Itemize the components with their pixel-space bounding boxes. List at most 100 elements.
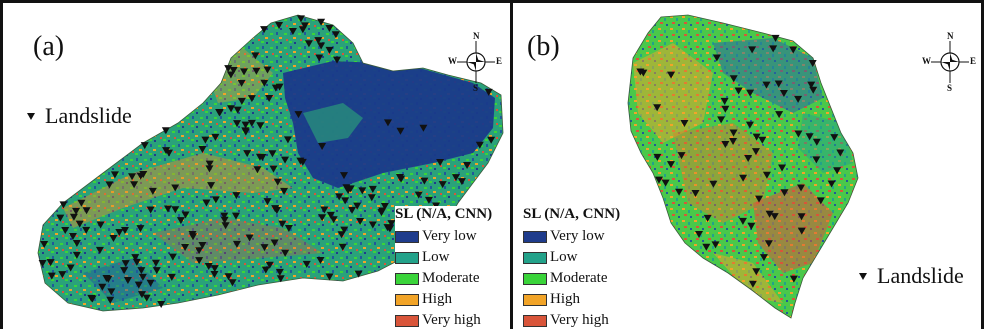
legend-item-moderate: Moderate	[395, 268, 492, 289]
landslide-marker	[66, 264, 75, 272]
landslide-marker	[142, 294, 151, 302]
legend-label: Very low	[422, 228, 477, 244]
landslide-marker	[224, 65, 233, 73]
landslide-marker	[368, 185, 377, 193]
landslide-marker	[38, 259, 47, 267]
landslide-marker	[677, 152, 686, 160]
landslide-marker	[82, 226, 91, 234]
landslide-marker	[77, 199, 86, 207]
landslide-marker	[171, 206, 180, 214]
landslide-marker	[146, 206, 155, 214]
landslide-marker	[75, 220, 84, 228]
landslide-marker	[653, 104, 662, 112]
landslide-marker	[263, 66, 272, 74]
compass-n: N	[473, 31, 480, 41]
landslide-marker	[275, 21, 284, 29]
landslide-marker	[717, 116, 726, 124]
landslide-marker	[56, 214, 65, 222]
landslide-marker	[157, 301, 166, 309]
landslide-marker	[769, 45, 778, 53]
landslide-marker	[395, 174, 404, 182]
landslide-marker	[451, 174, 460, 182]
landslide-marker	[680, 119, 689, 127]
landslide-marker	[265, 95, 274, 103]
landslide-marker	[432, 202, 441, 210]
landslide-marker	[816, 197, 825, 205]
legend-label: Low	[550, 249, 578, 265]
landslide-marker	[240, 68, 249, 76]
landslide-marker	[96, 221, 105, 229]
landslide-marker	[755, 195, 764, 203]
landslide-marker	[420, 177, 429, 185]
landslide-marker	[265, 261, 274, 269]
legend-swatch	[395, 293, 419, 306]
landslide-marker	[204, 263, 213, 271]
landslide-marker	[457, 178, 466, 186]
landslide-marker	[261, 266, 270, 274]
landslide-marker	[653, 153, 662, 161]
landslide-marker	[797, 184, 806, 192]
landslide-marker	[340, 226, 349, 234]
landslide-marker	[226, 71, 235, 79]
legend-swatch	[395, 251, 419, 264]
landslide-marker	[721, 105, 730, 113]
landslide-marker	[396, 127, 405, 135]
landslide-marker	[228, 279, 237, 287]
landslide-marker	[227, 105, 236, 113]
landslide-marker	[325, 273, 334, 281]
landslide-marker	[775, 111, 784, 119]
legend-label: High	[550, 291, 580, 307]
landslide-marker	[695, 230, 704, 238]
landslide-marker	[95, 246, 104, 254]
landslide-marker	[341, 197, 350, 205]
landslide-marker	[231, 212, 240, 220]
landslide-marker	[827, 180, 836, 188]
landslide-marker	[315, 54, 324, 62]
landslide-marker	[198, 145, 207, 153]
landslide-marker	[356, 217, 365, 225]
landslide-marker	[128, 173, 137, 181]
landslide-marker	[294, 111, 303, 119]
landslide-marker	[253, 166, 262, 174]
landslide-marker	[463, 161, 472, 169]
landslide-marker	[484, 88, 493, 96]
landslide-marker	[138, 273, 147, 281]
landslide-marker	[383, 119, 392, 127]
landslide-marker	[88, 295, 97, 303]
landslide-marker	[215, 109, 224, 117]
landslide-marker	[812, 156, 821, 164]
landslide-markers-a	[38, 15, 496, 309]
landslide-marker	[137, 267, 146, 275]
legend-item-high: High	[523, 289, 620, 310]
landslide-marker	[778, 164, 787, 172]
legend-swatch	[523, 293, 547, 306]
landslide-marker	[207, 182, 216, 190]
legend-swatch	[523, 230, 547, 243]
landslide-marker	[232, 240, 241, 248]
legend-item-low: Low	[523, 247, 620, 268]
landslide-marker	[794, 95, 803, 103]
landslide-marker	[211, 133, 220, 141]
landslide-marker	[110, 171, 119, 179]
landslide-marker	[729, 129, 738, 137]
landslide-marker	[280, 187, 289, 195]
landslide-marker	[298, 158, 307, 166]
landslide-marker	[195, 257, 204, 265]
landslide-marker	[46, 259, 55, 267]
landslide-marker	[68, 232, 77, 240]
landslide-marker	[738, 217, 747, 225]
panel-label-a: (a)	[33, 31, 65, 62]
landslide-marker	[298, 26, 307, 34]
landslide-marker	[210, 265, 219, 273]
landslide-marker	[424, 196, 433, 204]
map-panel-b: (b) N S E W SL (N/A, CNN) Very low Low M…	[512, 0, 984, 329]
landslide-marker	[271, 205, 280, 213]
landslide-marker	[333, 56, 342, 64]
landslide-marker	[148, 187, 157, 195]
legend-label: Moderate	[422, 270, 480, 286]
landslide-marker	[368, 221, 377, 229]
landslide-marker	[164, 149, 173, 157]
landslide-marker	[278, 220, 287, 228]
landslide-marker	[317, 18, 326, 26]
landslide-marker	[797, 227, 806, 235]
